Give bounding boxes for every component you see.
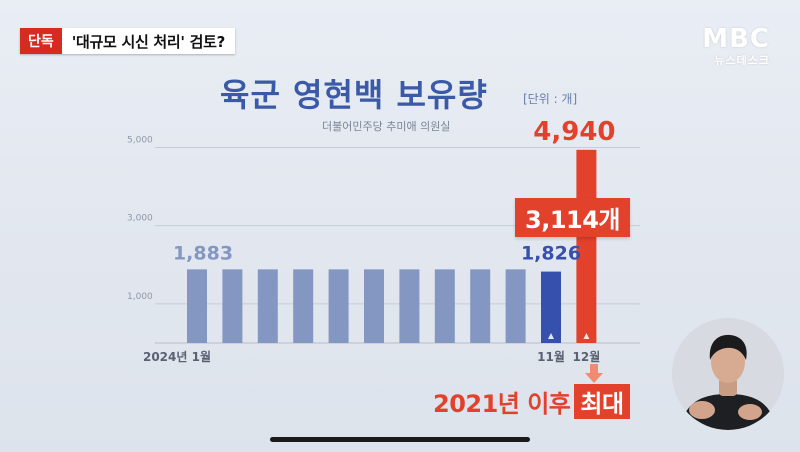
source-label: 더불어민주당 추미애 의원실: [322, 120, 451, 133]
headline-bar: 단독 '대규모 시신 처리' 검토?: [20, 28, 236, 54]
bar: [364, 269, 384, 343]
bar: [257, 269, 278, 343]
note-text: 2021년 이후: [433, 390, 571, 418]
y-tick-label: 3,000: [127, 214, 153, 224]
logo-subtitle: 뉴스데스크: [714, 54, 770, 67]
difference-callout: 3,114개: [515, 198, 630, 237]
x-tick-label: 12월: [573, 349, 601, 364]
bar: [399, 269, 420, 343]
chart-title: 육군 영현백 보유량: [220, 76, 488, 114]
bar-marker: [548, 333, 554, 339]
bar: [470, 269, 491, 343]
data-label: 4,940: [533, 117, 615, 147]
bar: [505, 269, 526, 343]
sign-language-interpreter: [672, 318, 784, 430]
bar-marker: [583, 333, 590, 339]
data-label: 1,826: [521, 243, 581, 265]
exclusive-badge: 단독: [20, 28, 62, 54]
bar: [328, 269, 349, 343]
bar: [187, 269, 207, 343]
max-since-note: 2021년 이후 최대: [433, 384, 630, 419]
unit-label: [단위 : 개]: [523, 92, 578, 106]
down-arrow-icon: [585, 364, 603, 383]
bar: [541, 271, 561, 343]
data-label: 1,883: [173, 242, 233, 264]
x-tick-label: 11월: [537, 349, 565, 364]
note-highlight: 최대: [574, 384, 630, 419]
broadcaster-logo: MBC 뉴스데스크: [702, 26, 770, 68]
y-tick-label: 1,000: [127, 292, 153, 302]
bar: [293, 269, 314, 343]
headline-text: '대규모 시신 처리' 검토?: [61, 28, 236, 54]
y-tick-label: 5,000: [127, 135, 153, 145]
bar: [222, 269, 243, 343]
bar: [434, 269, 455, 343]
home-indicator: [270, 437, 530, 442]
logo-text: MBC: [702, 24, 770, 54]
x-tick-label: 2024년 1월: [143, 349, 211, 364]
